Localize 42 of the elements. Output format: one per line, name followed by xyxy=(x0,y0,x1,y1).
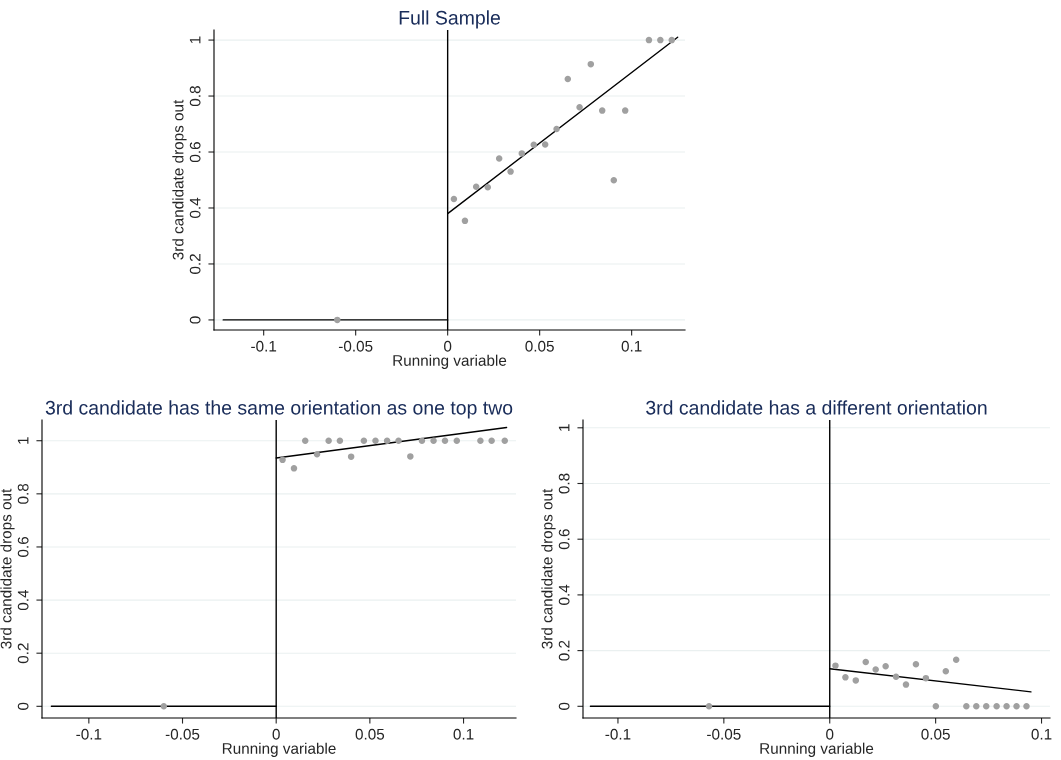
y-tick-label: 1 xyxy=(558,424,570,431)
x-tick-label: -0.05 xyxy=(707,728,741,740)
y-tick-label: 0.4 xyxy=(558,584,570,605)
y-tick-label: 0 xyxy=(558,702,570,710)
x-tick-label: 0.1 xyxy=(1031,728,1052,740)
x-tick-label: 0.05 xyxy=(355,728,385,740)
y-axis-title: 3rd candidate drops out xyxy=(541,488,556,649)
x-tick-label: -0.05 xyxy=(338,340,373,352)
y-tick-label: 0.2 xyxy=(17,643,29,664)
y-tick-label: 0.6 xyxy=(189,142,201,163)
x-tick-label: -0.1 xyxy=(251,340,277,352)
y-axis-title: 3rd candidate drops out xyxy=(0,488,15,649)
x-tick-label: 0.05 xyxy=(525,340,554,352)
y-tick-label: 0 xyxy=(17,702,29,710)
y-tick-label: 0.2 xyxy=(189,254,201,274)
x-tick-label: 0.05 xyxy=(921,728,950,740)
x-axis-title: Running variable xyxy=(760,742,874,757)
x-tick-label: 0.1 xyxy=(621,340,642,352)
x-tick-label: -0.05 xyxy=(165,728,200,740)
x-tick-label: -0.1 xyxy=(605,728,631,740)
y-tick-label: 0 xyxy=(189,316,201,324)
x-tick-label: 0.1 xyxy=(453,728,474,740)
x-tick-label: 0 xyxy=(444,340,452,352)
x-tick-label: -0.1 xyxy=(76,728,102,740)
chart-title: 3rd candidate has a different orientation xyxy=(646,400,987,415)
y-tick-label: 0.8 xyxy=(17,483,29,504)
y-tick-label: 0.6 xyxy=(17,537,29,557)
y-tick-label: 0.4 xyxy=(189,197,201,219)
x-axis-title: Running variable xyxy=(222,742,336,757)
x-axis-title: Running variable xyxy=(393,354,507,369)
y-axis-title: 3rd candidate drops out xyxy=(172,99,187,260)
y-tick-label: 0.8 xyxy=(189,86,201,107)
y-tick-label: 0.6 xyxy=(558,529,570,550)
x-tick-label: 0 xyxy=(272,728,280,740)
y-tick-label: 1 xyxy=(17,437,29,444)
chart-title: Full Sample xyxy=(399,10,500,29)
y-tick-label: 0.2 xyxy=(558,640,570,661)
y-tick-label: 0.4 xyxy=(17,589,29,611)
chart-title: 3rd candidate has the same orientation as one top two xyxy=(45,400,513,419)
y-tick-label: 0.8 xyxy=(558,473,570,494)
x-tick-label: 0 xyxy=(826,728,834,740)
y-tick-label: 1 xyxy=(189,36,201,44)
